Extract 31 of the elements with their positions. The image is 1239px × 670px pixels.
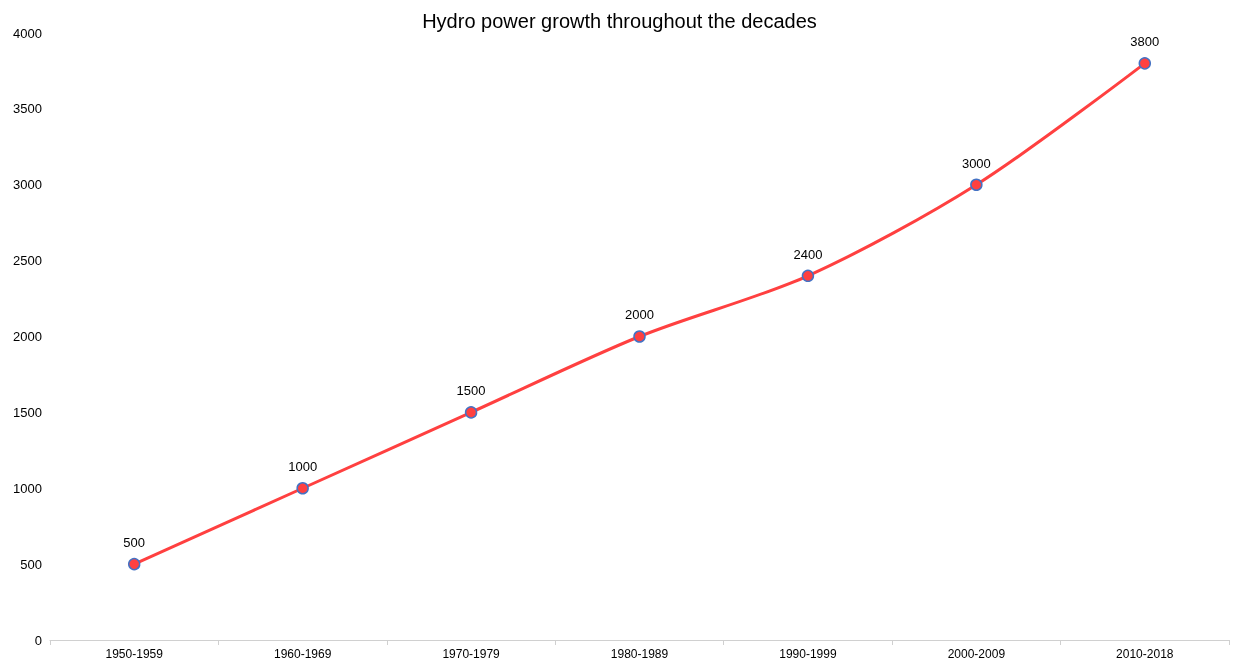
point <box>633 330 646 343</box>
y-tick-label: 2000 <box>13 329 42 344</box>
y-tick-label: 1000 <box>13 480 42 496</box>
point <box>127 557 141 571</box>
point <box>801 269 815 283</box>
y-tick-label: 0 <box>34 632 42 648</box>
x-tick-label: 1950-1959 <box>105 647 164 661</box>
chart-title: Hydro power growth throughout the decades <box>422 10 817 32</box>
y-tick-label: 1500 <box>13 404 42 420</box>
data-label: 3000 <box>961 155 991 171</box>
y-tick-label: 500 <box>20 556 42 572</box>
x-tick-label: 1990-1999 <box>779 647 837 661</box>
x-tick-label: 2010-2018 <box>1116 647 1174 661</box>
data-label: 2000 <box>625 307 654 323</box>
data-label: 500 <box>123 534 146 550</box>
data-label: 1000 <box>288 459 318 474</box>
data-label: 2400 <box>793 246 823 262</box>
x-tick-label: 1970-1979 <box>442 647 501 661</box>
y-tick-label: 3500 <box>13 101 42 117</box>
point <box>296 482 309 495</box>
point <box>1138 57 1152 70</box>
x-tick-label: 1980-1989 <box>610 647 669 661</box>
x-tick-label: 2000-2009 <box>947 647 1006 661</box>
data-label: 3800 <box>1130 34 1160 50</box>
point <box>464 406 478 419</box>
point <box>970 178 983 191</box>
y-tick-label: 3000 <box>13 177 42 193</box>
data-label: 1500 <box>456 383 486 399</box>
y-tick-label: 2500 <box>13 253 42 269</box>
x-tick-label: 1960-1969 <box>273 647 332 661</box>
y-tick-label: 4000 <box>13 25 42 41</box>
